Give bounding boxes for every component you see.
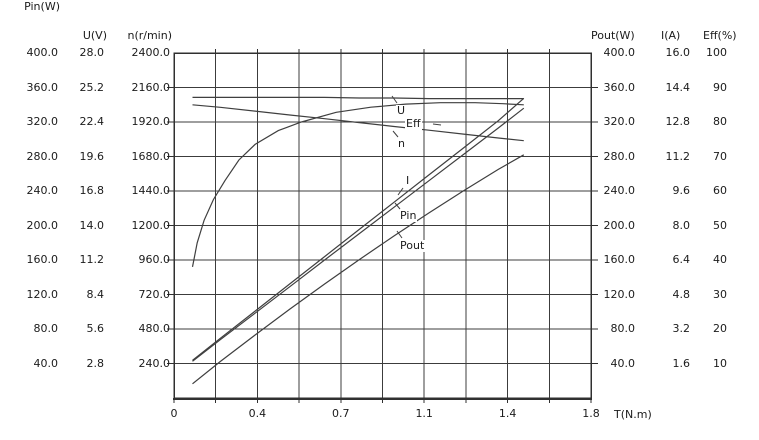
left-axis-value: 240.0 (138, 356, 171, 370)
curve-n (192, 104, 524, 142)
right-axis-value: 320.0 (603, 115, 636, 128)
x-axis-tick-label: 0.4 (248, 407, 267, 420)
right-axis-value: 280.0 (603, 149, 636, 163)
left-axis-value: 2400.0 (131, 46, 171, 59)
left-axis-value: 720.0 (138, 287, 171, 301)
x-axis-tick-label: 0 (170, 407, 178, 420)
right-axis-value: 80 (713, 115, 727, 128)
right-axis-value: 360.0 (603, 80, 636, 94)
curve-label-u: U (396, 104, 407, 117)
right-axis-value: 200.0 (603, 218, 636, 232)
right-axis-value: 80.0 (610, 322, 636, 335)
left-axis-value: 1920.0 (131, 115, 171, 128)
curves (191, 96, 525, 385)
left-axis-value: 280.0 (26, 149, 59, 163)
right-axis-value: 40.0 (610, 356, 636, 370)
left-axis-value: 16.8 (79, 184, 105, 197)
left-axis-value: 320.0 (26, 115, 59, 128)
right-axis-value: 12.8 (665, 115, 691, 128)
curve-label-pout: Pout (399, 239, 426, 252)
left-axis-value: 160.0 (26, 253, 59, 266)
right-axis-value: 60 (713, 184, 727, 197)
curve-label-i: I (405, 174, 411, 187)
right-axis-value: 70 (713, 149, 727, 163)
left-axis-header-pin: Pin(W) (24, 0, 60, 13)
right-axis-value: 30 (713, 287, 727, 301)
curve-label-eff: Eff (405, 117, 422, 130)
right-axis-value: 11.2 (665, 149, 691, 163)
left-axis-value: 1440.0 (131, 184, 171, 197)
curve-label-leaders (391, 95, 442, 239)
right-axis-header-eff: Eff(%) (703, 29, 737, 42)
left-axis-value: 28.0 (79, 46, 105, 59)
right-axis-value: 20 (713, 322, 727, 335)
right-axis-value: 16.0 (665, 46, 691, 59)
curve-u (192, 96, 524, 100)
left-axis-value: 2.8 (86, 356, 105, 370)
right-axis-value: 160.0 (603, 253, 636, 266)
right-axis-value: 4.8 (672, 287, 691, 301)
left-axis-value: 19.6 (79, 149, 105, 163)
right-axis-value: 1.6 (672, 356, 691, 370)
left-axis-value: 960.0 (138, 253, 171, 266)
x-axis-tick-label: 1.8 (582, 407, 600, 420)
right-axis-value: 400.0 (603, 46, 636, 59)
left-axis-value: 120.0 (26, 287, 59, 301)
left-axis-value: 400.0 (26, 46, 59, 59)
right-axis-value: 90 (713, 80, 727, 94)
right-axis-value: 8.0 (672, 218, 691, 232)
right-axis-value: 3.2 (672, 322, 691, 335)
left-axis-value: 200.0 (26, 218, 59, 232)
right-axis-header-pout: Pout(W) (591, 29, 635, 42)
curve-i (192, 97, 525, 361)
left-axis-value: 40.0 (33, 356, 59, 370)
x-axis-tick-label: 0.7 (332, 407, 350, 420)
right-axis-value: 50 (713, 218, 727, 232)
right-axis-value: 120.0 (603, 287, 636, 301)
right-axis-value: 100 (706, 46, 727, 59)
curve-label-pin: Pin (399, 209, 418, 222)
left-axis-value: 240.0 (26, 184, 59, 197)
right-axis-value: 9.6 (672, 184, 691, 197)
right-axis-header-i: I(A) (661, 29, 681, 42)
x-axis-tick-label: 1.4 (498, 407, 517, 420)
plot-frame (173, 52, 592, 401)
right-axis-value: 14.4 (665, 80, 691, 94)
curve-pin (192, 107, 525, 362)
left-axis-value: 25.2 (79, 80, 105, 94)
curve-eff (191, 102, 524, 268)
left-axis-value: 14.0 (79, 218, 105, 232)
left-axis-value: 1680.0 (131, 149, 171, 163)
curve-pout (192, 154, 525, 385)
left-axis-header-u: U(V) (82, 29, 107, 42)
left-axis-value: 2160.0 (131, 80, 171, 94)
x-axis-tick-label: 1.1 (415, 407, 433, 420)
right-axis-value: 6.4 (672, 253, 691, 266)
right-axis-value: 240.0 (603, 184, 636, 197)
left-axis-value: 8.4 (86, 287, 105, 301)
left-axis-value: 360.0 (26, 80, 59, 94)
left-axis-header-n: n(r/min) (127, 29, 172, 42)
left-axis-value: 22.4 (79, 115, 105, 128)
left-axis-value: 1200.0 (131, 218, 171, 232)
right-axis-value: 10 (713, 356, 727, 370)
grid-lines (174, 53, 591, 398)
left-axis-value: 480.0 (138, 322, 171, 335)
curve-label-n: n (397, 137, 406, 150)
right-axis-value: 40 (713, 253, 727, 266)
left-axis-value: 5.6 (86, 322, 105, 335)
left-axis-value: 11.2 (79, 253, 105, 266)
x-axis-title: T(N.m) (614, 408, 652, 421)
left-axis-value: 80.0 (33, 322, 59, 335)
